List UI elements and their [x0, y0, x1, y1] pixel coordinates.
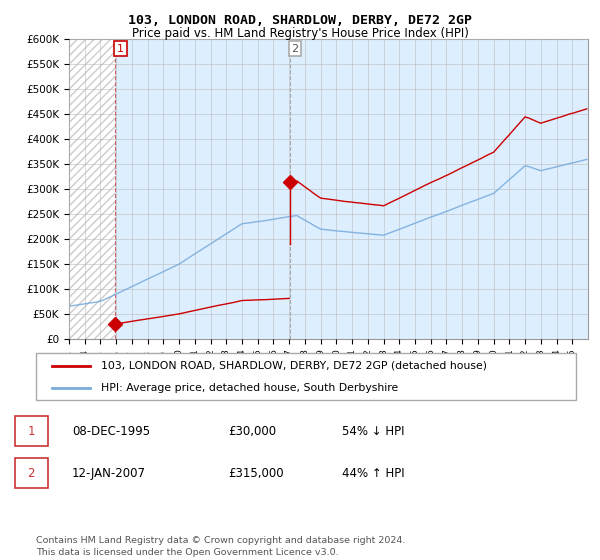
Text: 1: 1: [117, 44, 124, 54]
Text: 103, LONDON ROAD, SHARDLOW, DERBY, DE72 2GP (detached house): 103, LONDON ROAD, SHARDLOW, DERBY, DE72 …: [101, 361, 487, 371]
Text: £30,000: £30,000: [228, 424, 276, 438]
Text: 12-JAN-2007: 12-JAN-2007: [72, 466, 146, 480]
Text: £315,000: £315,000: [228, 466, 284, 480]
Text: 08-DEC-1995: 08-DEC-1995: [72, 424, 150, 438]
Text: 2: 2: [292, 44, 299, 54]
Text: 2: 2: [28, 466, 35, 480]
Polygon shape: [69, 39, 115, 339]
Text: 1: 1: [28, 424, 35, 438]
Text: 54% ↓ HPI: 54% ↓ HPI: [342, 424, 404, 438]
Text: HPI: Average price, detached house, South Derbyshire: HPI: Average price, detached house, Sout…: [101, 382, 398, 393]
Text: Contains HM Land Registry data © Crown copyright and database right 2024.
This d: Contains HM Land Registry data © Crown c…: [36, 536, 406, 557]
Text: Price paid vs. HM Land Registry's House Price Index (HPI): Price paid vs. HM Land Registry's House …: [131, 27, 469, 40]
Text: 103, LONDON ROAD, SHARDLOW, DERBY, DE72 2GP: 103, LONDON ROAD, SHARDLOW, DERBY, DE72 …: [128, 14, 472, 27]
Text: 44% ↑ HPI: 44% ↑ HPI: [342, 466, 404, 480]
